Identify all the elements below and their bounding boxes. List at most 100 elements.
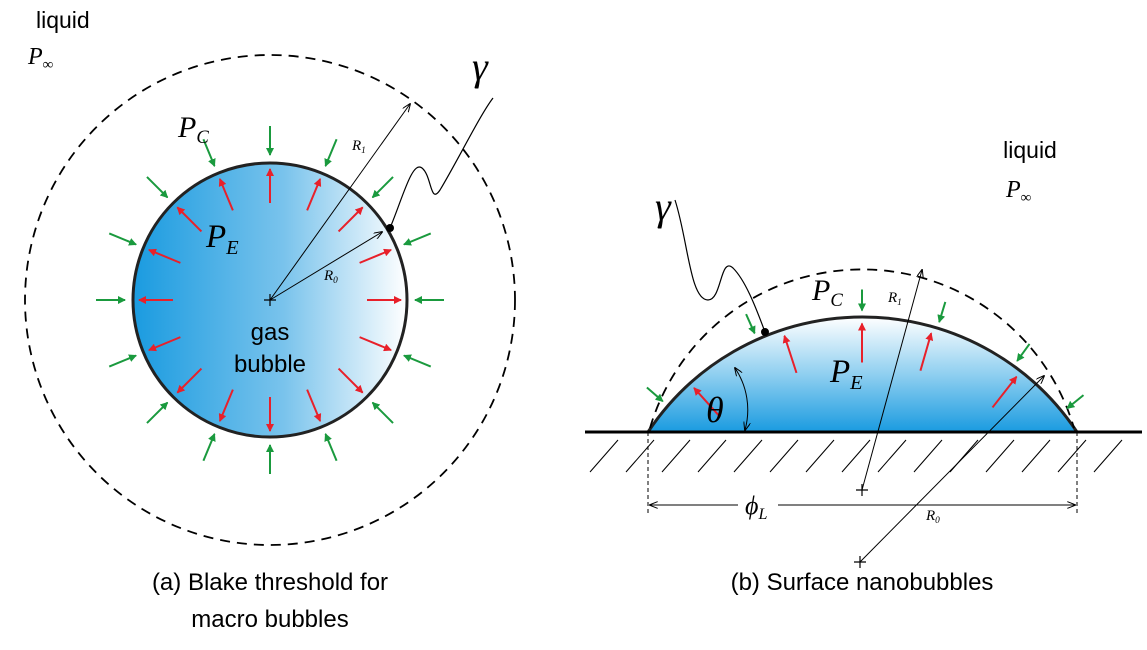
outward-arrow	[359, 248, 392, 264]
inward-arrow	[146, 176, 169, 199]
subscript: E	[849, 372, 863, 394]
inward-arrow	[202, 138, 216, 167]
hatch-line	[1057, 439, 1087, 473]
radius-line	[269, 232, 382, 301]
label-backdrop	[738, 488, 778, 518]
hatch-line	[805, 439, 835, 473]
symbol: P	[1005, 177, 1021, 203]
gamma-pointer	[389, 97, 494, 229]
symbol: R	[323, 268, 333, 284]
hatch-line	[877, 439, 907, 473]
outward-arrow	[337, 367, 364, 394]
radius-label: R1	[351, 138, 366, 156]
symbol: ϕ	[745, 491, 758, 520]
substrate-hatching	[589, 439, 1123, 473]
outward-arrow	[306, 178, 322, 211]
hatch-line	[1021, 439, 1051, 473]
gamma-label: γ	[472, 44, 489, 89]
inward-arrow	[202, 433, 216, 462]
subscript: 1	[897, 298, 902, 308]
pressure-label: P∞	[1005, 177, 1031, 206]
symbol: R	[887, 290, 897, 306]
pressure-label: PC	[177, 111, 209, 148]
symbol: P	[27, 44, 43, 70]
center-mark	[854, 484, 868, 568]
caption: (b) Surface nanobubbles	[731, 569, 994, 596]
symbol: P	[811, 274, 830, 307]
subscript: E	[225, 237, 239, 259]
radius-label: R1	[887, 290, 902, 308]
inward-arrow	[108, 232, 137, 246]
inward-arrow	[108, 354, 137, 368]
radius-line	[859, 376, 1044, 563]
outward-arrow	[148, 336, 181, 352]
outward-arrow	[919, 332, 934, 371]
subscript: 1	[361, 146, 366, 156]
symbol: P	[177, 111, 196, 144]
angle-arc	[735, 368, 748, 430]
liquid-label: liquid	[1003, 137, 1057, 163]
pressure-label: PE	[205, 219, 239, 259]
subscript: L	[757, 506, 767, 523]
inward-arrow	[324, 138, 338, 167]
bubble-surface	[646, 315, 1079, 433]
surface-dot	[386, 224, 394, 232]
dashed-arc	[649, 268, 1075, 429]
radius-label: R0	[323, 268, 338, 286]
hatch-line	[697, 439, 727, 473]
inward-arrow	[146, 401, 169, 424]
hatch-line	[1093, 439, 1123, 473]
pressure-label: PE	[829, 354, 863, 394]
inward-arrow	[371, 401, 394, 424]
symbol: P	[205, 219, 226, 255]
outward-arrow	[782, 334, 798, 374]
pressure-label: PC	[811, 274, 843, 311]
outward-arrow	[218, 178, 234, 211]
subscript: C	[196, 127, 209, 148]
subscript: C	[830, 290, 843, 311]
hatch-line	[733, 439, 763, 473]
subscript: ∞	[43, 57, 54, 73]
inward-arrow	[745, 313, 756, 335]
hatch-line	[913, 439, 943, 473]
panel-a: liquid P∞ γ PC R1 PE R0 gas bubble (a) B…	[24, 7, 516, 633]
symbol: R	[925, 508, 935, 524]
hatch-line	[625, 439, 655, 473]
outward-arrow	[337, 206, 364, 233]
subscript: 0	[935, 516, 940, 526]
inward-arrow	[1016, 343, 1031, 362]
pressure-arrows	[96, 126, 444, 474]
hatch-line	[985, 439, 1015, 473]
inward-arrow	[646, 386, 664, 403]
radius-line	[269, 104, 410, 301]
outward-arrow	[218, 389, 234, 422]
liquid-label: liquid	[36, 7, 90, 33]
bubble-label: gas	[251, 319, 290, 346]
subscript: 0	[333, 276, 338, 286]
inward-arrow	[371, 176, 394, 199]
gamma-pointer	[674, 199, 766, 333]
inward-arrow	[1066, 394, 1085, 410]
dimension-guide	[647, 432, 1078, 515]
radius-line	[861, 270, 922, 491]
hatch-line	[841, 439, 871, 473]
caption: macro bubbles	[191, 606, 348, 633]
surface-dot	[761, 328, 769, 336]
panel-b: liquid P∞ γ PC R1 PE θ R0 ϕL (b) Surface…	[585, 137, 1142, 596]
center-mark	[264, 294, 276, 306]
symbol: R	[351, 138, 361, 154]
outward-arrow	[306, 389, 322, 422]
angle-label: θ	[706, 390, 724, 430]
outward-arrow	[148, 248, 181, 264]
hatch-line	[589, 439, 619, 473]
inward-arrow	[324, 433, 338, 462]
radius-label: R0	[925, 508, 940, 526]
pressure-label: P∞	[27, 44, 53, 73]
symbol: P	[829, 354, 850, 390]
outward-arrow	[176, 367, 203, 394]
hatch-line	[769, 439, 799, 473]
inward-arrow	[403, 232, 432, 246]
bubble-label: bubble	[234, 351, 306, 378]
dashed-circle	[24, 54, 516, 546]
